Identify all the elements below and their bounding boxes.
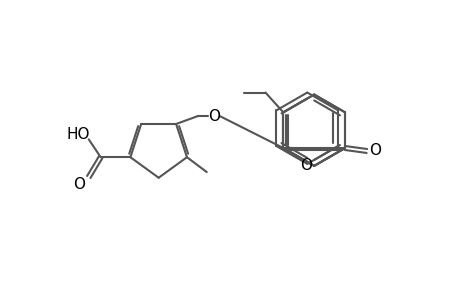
- Text: HO: HO: [66, 127, 90, 142]
- Text: O: O: [300, 158, 312, 173]
- Text: O: O: [207, 109, 219, 124]
- Text: O: O: [368, 143, 380, 158]
- Text: O: O: [73, 177, 85, 192]
